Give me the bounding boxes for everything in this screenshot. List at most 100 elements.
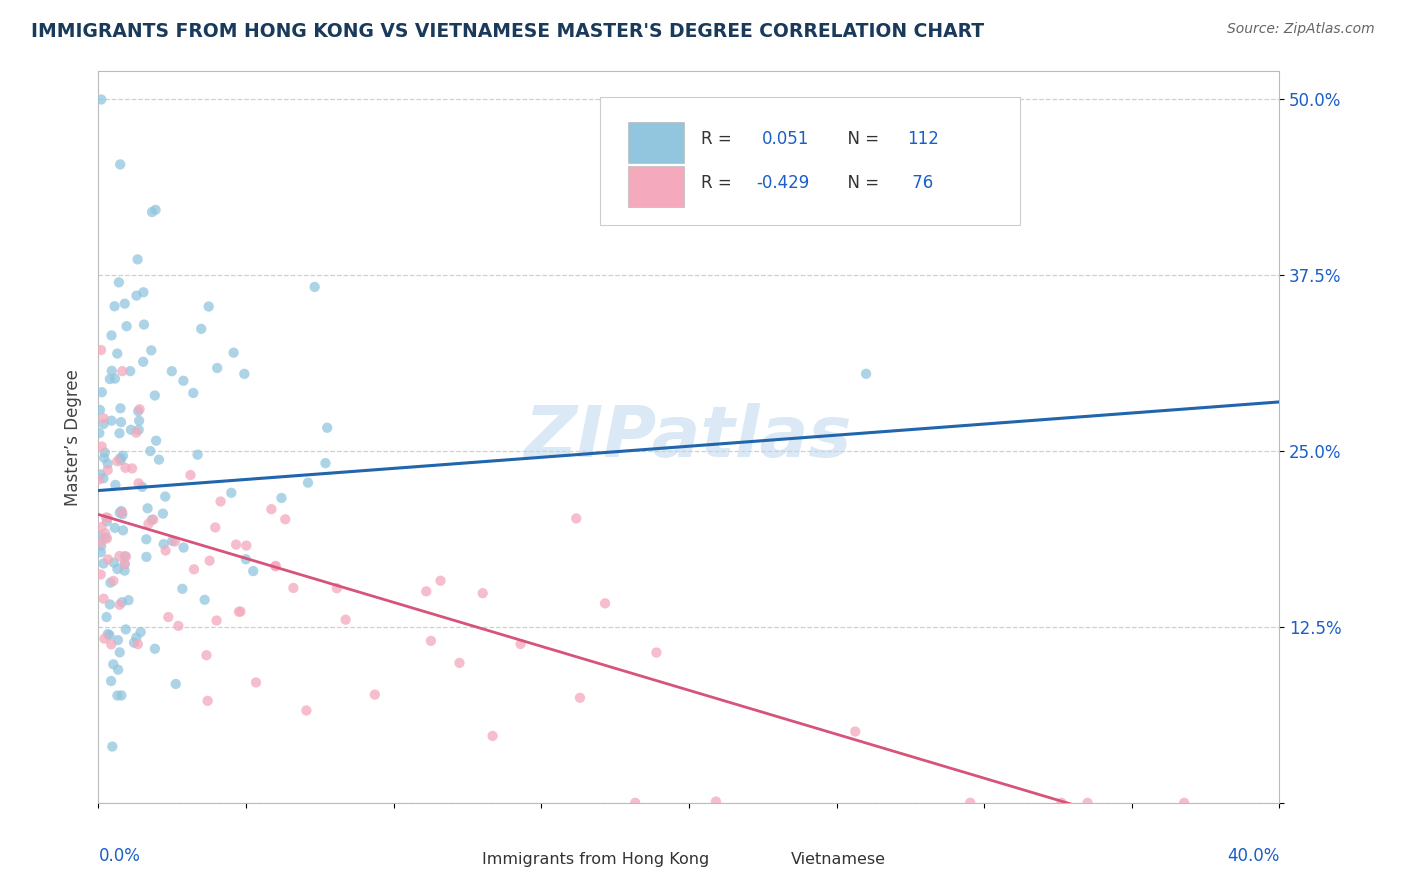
- FancyBboxPatch shape: [600, 97, 1019, 225]
- Point: [195, 648, 218, 663]
- Point: [509, 637, 531, 651]
- Point: [198, 554, 221, 568]
- Point: [96, 532, 118, 546]
- Point: [97, 552, 120, 566]
- Text: R =: R =: [700, 174, 737, 193]
- Text: 0.0%: 0.0%: [98, 847, 141, 864]
- Point: [110, 689, 132, 703]
- Point: [94, 526, 117, 541]
- Point: [304, 280, 326, 294]
- Point: [114, 296, 136, 310]
- Point: [132, 285, 155, 300]
- Point: [222, 345, 245, 359]
- Point: [97, 627, 120, 641]
- Point: [129, 625, 152, 640]
- Point: [108, 426, 131, 441]
- Y-axis label: Master’s Degree: Master’s Degree: [63, 368, 82, 506]
- Point: [114, 557, 136, 571]
- Point: [98, 598, 121, 612]
- Point: [111, 505, 134, 519]
- Text: -0.429: -0.429: [756, 174, 810, 193]
- Point: [229, 605, 252, 619]
- Point: [145, 202, 167, 217]
- Point: [90, 545, 112, 559]
- Point: [135, 549, 157, 564]
- Point: [209, 494, 232, 508]
- Point: [205, 614, 228, 628]
- Point: [125, 425, 148, 440]
- Point: [93, 591, 115, 606]
- Point: [295, 704, 318, 718]
- Point: [565, 511, 588, 525]
- Point: [104, 371, 127, 385]
- Point: [419, 633, 441, 648]
- Point: [128, 402, 150, 417]
- Point: [645, 646, 668, 660]
- Point: [167, 619, 190, 633]
- Point: [197, 300, 219, 314]
- Point: [132, 318, 155, 332]
- Text: 40.0%: 40.0%: [1227, 847, 1279, 864]
- Point: [89, 425, 111, 440]
- Point: [127, 252, 149, 267]
- Point: [283, 581, 305, 595]
- Text: 76: 76: [907, 174, 934, 193]
- Point: [90, 93, 112, 107]
- Text: IMMIGRANTS FROM HONG KONG VS VIETNAMESE MASTER'S DEGREE CORRELATION CHART: IMMIGRANTS FROM HONG KONG VS VIETNAMESE …: [31, 22, 984, 41]
- Point: [270, 491, 292, 505]
- Point: [190, 322, 212, 336]
- Point: [90, 535, 112, 549]
- Point: [160, 364, 183, 378]
- Point: [127, 404, 149, 418]
- Point: [114, 460, 136, 475]
- Point: [105, 346, 128, 360]
- Point: [93, 411, 115, 425]
- Point: [128, 423, 150, 437]
- Point: [297, 475, 319, 490]
- Point: [264, 559, 287, 574]
- Point: [107, 562, 129, 576]
- Point: [112, 524, 135, 538]
- Point: [235, 539, 257, 553]
- Point: [107, 663, 129, 677]
- Point: [103, 299, 125, 313]
- Point: [108, 157, 131, 171]
- Point: [114, 623, 136, 637]
- Point: [260, 502, 283, 516]
- Point: [98, 372, 121, 386]
- Point: [173, 541, 195, 555]
- Point: [152, 507, 174, 521]
- Point: [108, 549, 131, 563]
- Point: [108, 598, 131, 612]
- Point: [97, 457, 120, 471]
- Point: [93, 450, 115, 465]
- Text: Immigrants from Hong Kong: Immigrants from Hong Kong: [482, 853, 710, 867]
- Point: [120, 423, 142, 437]
- Point: [205, 361, 228, 376]
- Point: [155, 490, 177, 504]
- Text: ZIPatlas: ZIPatlas: [526, 402, 852, 472]
- FancyBboxPatch shape: [432, 845, 477, 878]
- Point: [115, 319, 138, 334]
- Point: [162, 533, 184, 548]
- Point: [108, 645, 131, 659]
- Point: [172, 374, 194, 388]
- Point: [111, 449, 134, 463]
- Point: [429, 574, 451, 588]
- Point: [97, 511, 120, 525]
- Point: [141, 513, 163, 527]
- Point: [107, 689, 129, 703]
- Point: [128, 476, 150, 491]
- Point: [100, 637, 122, 651]
- Point: [187, 448, 209, 462]
- Point: [264, 558, 287, 573]
- FancyBboxPatch shape: [627, 121, 685, 163]
- FancyBboxPatch shape: [627, 166, 685, 207]
- Point: [96, 515, 118, 529]
- Point: [101, 739, 124, 754]
- Point: [117, 593, 139, 607]
- Point: [138, 516, 160, 531]
- Point: [128, 414, 150, 428]
- Point: [121, 461, 143, 475]
- Point: [136, 501, 159, 516]
